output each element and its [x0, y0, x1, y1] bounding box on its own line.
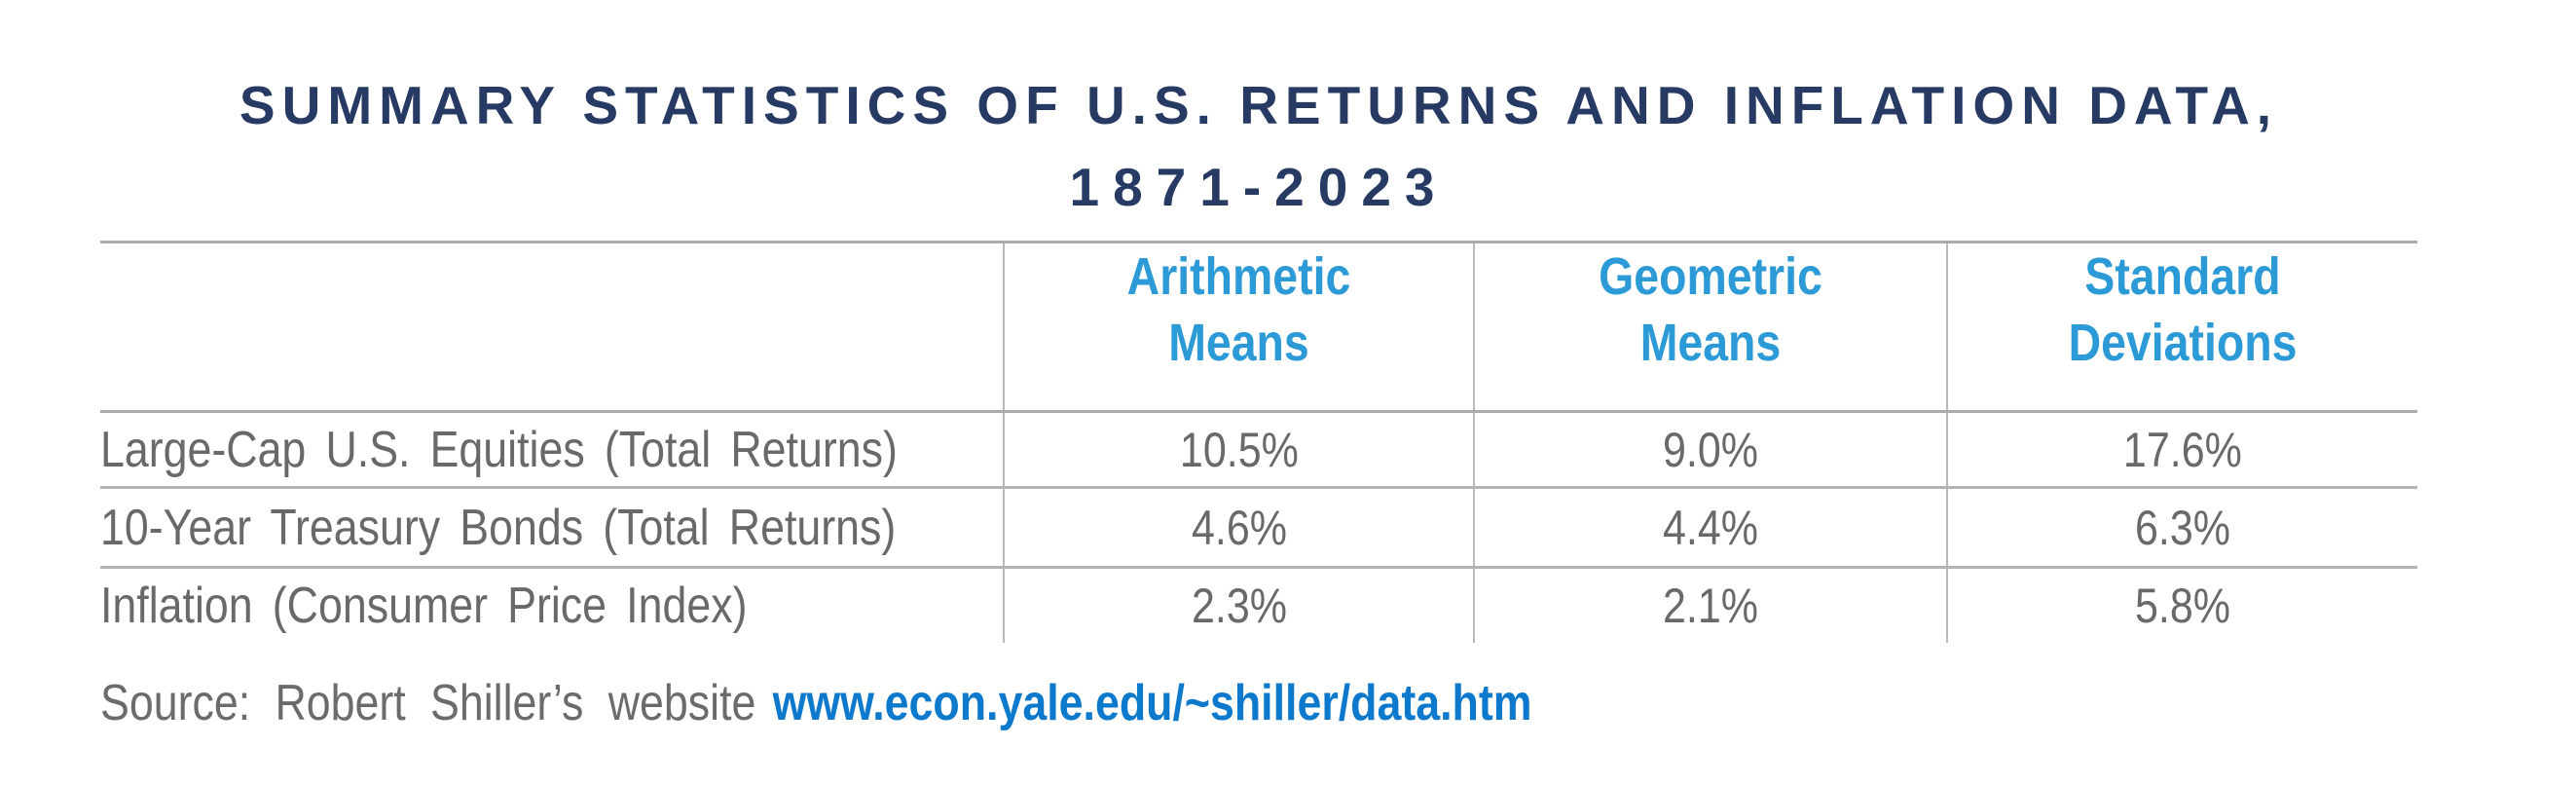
row-label-equities: Large-Cap U.S. Equities (Total Returns)	[100, 421, 898, 478]
header-geometric-line1: Geometric	[1599, 247, 1822, 306]
header-standard-deviations: Standard Deviations	[1947, 241, 2417, 413]
table-row-equities: Large-Cap U.S. Equities (Total Returns) …	[100, 411, 2417, 489]
table-row-inflation: Inflation (Consumer Price Index) 2.3% 2.…	[100, 567, 2417, 643]
table-header-row: Arithmetic Means Geometric Means Standar…	[100, 241, 2417, 413]
equities-arithmetic-mean: 10.5%	[1179, 422, 1299, 477]
bonds-geometric-mean: 4.4%	[1662, 500, 1759, 555]
header-standard-line1: Standard	[2084, 247, 2281, 306]
source-text: Source: Robert Shiller’s website	[100, 675, 756, 731]
table-row-treasury-bonds: 10-Year Treasury Bonds (Total Returns) 4…	[100, 487, 2417, 569]
header-arithmetic-line2: Means	[1168, 314, 1309, 372]
figure-title: SUMMARY STATISTICS OF U.S. RETURNS AND I…	[100, 64, 2417, 228]
title-line-2: 1871-2023	[1069, 157, 1449, 217]
header-empty-cell	[100, 241, 1005, 413]
inflation-geometric-mean: 2.1%	[1662, 578, 1759, 633]
header-arithmetic-line1: Arithmetic	[1126, 247, 1351, 306]
row-label-treasury-bonds: 10-Year Treasury Bonds (Total Returns)	[100, 499, 897, 556]
header-arithmetic-means: Arithmetic Means	[1004, 241, 1475, 413]
equities-geometric-mean: 9.0%	[1662, 422, 1759, 477]
inflation-standard-deviation: 5.8%	[2134, 578, 2231, 633]
bonds-standard-deviation: 6.3%	[2134, 500, 2231, 555]
equities-standard-deviation: 17.6%	[2123, 422, 2242, 477]
source-line: Source: Robert Shiller’s website www.econ…	[100, 674, 1765, 732]
source-link[interactable]: www.econ.yale.edu/~shiller/data.htm	[772, 675, 1532, 731]
row-label-inflation: Inflation (Consumer Price Index)	[100, 577, 748, 634]
summary-statistics-table: Arithmetic Means Geometric Means Standar…	[100, 241, 2417, 643]
header-standard-line2: Deviations	[2068, 314, 2298, 372]
header-geometric-line2: Means	[1639, 314, 1782, 372]
inflation-arithmetic-mean: 2.3%	[1191, 578, 1287, 633]
bonds-arithmetic-mean: 4.6%	[1191, 500, 1287, 555]
title-line-1: SUMMARY STATISTICS OF U.S. RETURNS AND I…	[239, 75, 2279, 135]
header-geometric-means: Geometric Means	[1474, 241, 1948, 413]
